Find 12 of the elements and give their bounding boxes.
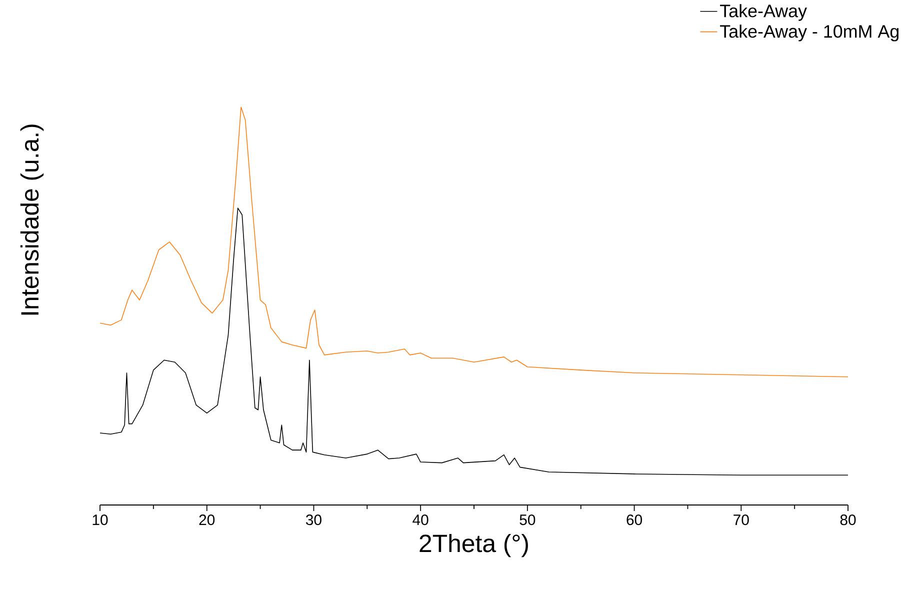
legend-label: Take-Away - 10mM Ag (720, 24, 898, 42)
legend-label: Take-Away (720, 4, 807, 21)
x-tick-label: 30 (306, 514, 322, 526)
x-tick-label: 50 (520, 514, 536, 526)
y-axis-title: Intensidade (u.a.) (20, 124, 44, 315)
x-tick-label: 40 (412, 514, 428, 526)
x-tick-label: 80 (840, 514, 856, 526)
x-axis-title: 2Theta (°) (420, 534, 528, 558)
x-tick-label: 70 (734, 514, 749, 526)
x-tick-label: 20 (199, 514, 215, 526)
x-tick-label: 60 (626, 514, 642, 526)
x-tick-label: 10 (92, 514, 108, 526)
